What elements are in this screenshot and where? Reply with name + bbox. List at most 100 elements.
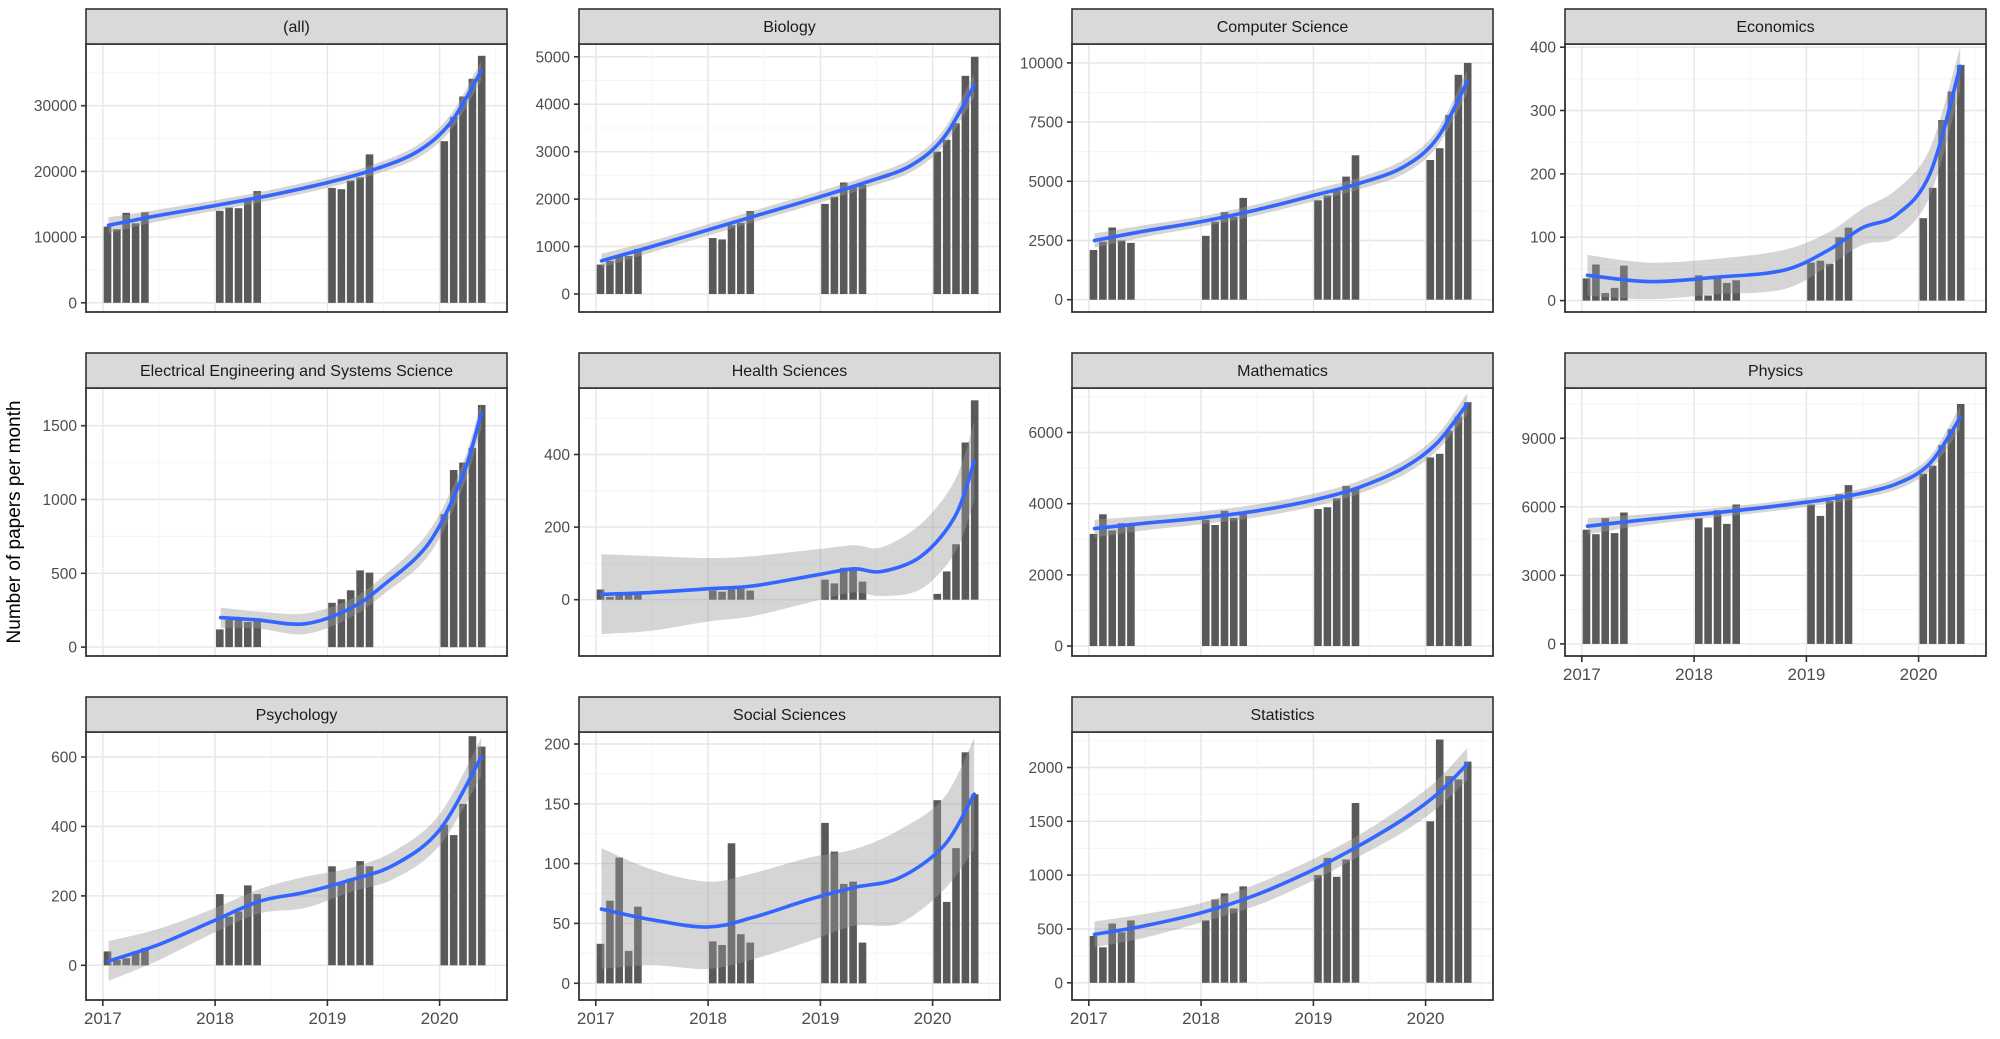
bar bbox=[1342, 859, 1350, 983]
bar bbox=[253, 619, 261, 648]
facet-title: Physics bbox=[1748, 363, 1803, 380]
bar bbox=[468, 447, 477, 648]
bar bbox=[718, 945, 726, 984]
facet-mathematics: Mathematics 0 2000 4000 6000 bbox=[1016, 352, 1503, 682]
bar bbox=[634, 906, 642, 984]
bar bbox=[141, 212, 149, 303]
bar bbox=[1239, 886, 1247, 983]
facet-svg: Physics 0 3000 6000 9000 2017 2018 2019 2020 bbox=[1522, 352, 1987, 684]
y-tick-label: 400 bbox=[51, 819, 77, 836]
bar bbox=[1211, 221, 1219, 300]
panel-background bbox=[86, 44, 507, 312]
bar bbox=[1230, 517, 1238, 646]
facet-statistics: Statistics 0 500 1000 1500 2000 2017 2018 2019 20… bbox=[1016, 696, 1503, 1028]
bar bbox=[122, 958, 130, 966]
y-tick-label: 150 bbox=[544, 796, 570, 813]
bar bbox=[970, 400, 979, 600]
x-tick-label: 2019 bbox=[1787, 665, 1825, 682]
facet-svg: Health Sciences 0 200 400 bbox=[544, 352, 1001, 657]
data-layer bbox=[596, 738, 979, 984]
bar bbox=[858, 184, 867, 294]
bar bbox=[1723, 282, 1731, 301]
bar bbox=[1445, 115, 1453, 300]
y-tick-label: 6000 bbox=[1522, 499, 1557, 516]
bar bbox=[942, 571, 951, 600]
bar bbox=[606, 596, 614, 600]
y-tick-label: 2000 bbox=[536, 192, 571, 209]
bar bbox=[1844, 227, 1853, 301]
bar bbox=[1713, 510, 1722, 644]
facet-strip bbox=[1071, 696, 1494, 733]
bar bbox=[821, 203, 829, 294]
bar bbox=[1601, 293, 1609, 301]
data-layer bbox=[103, 736, 486, 981]
y-tick-label: 500 bbox=[1037, 922, 1063, 939]
bar bbox=[1230, 216, 1238, 300]
bar bbox=[746, 211, 754, 294]
bar bbox=[477, 55, 486, 303]
bar bbox=[1351, 803, 1360, 983]
x-tick-label: 2017 bbox=[1070, 1009, 1108, 1026]
bar bbox=[1445, 430, 1453, 646]
bar bbox=[1211, 525, 1219, 646]
y-tick-label: 400 bbox=[1530, 40, 1556, 57]
bar bbox=[244, 622, 252, 648]
y-tick-label: 30000 bbox=[34, 98, 77, 115]
y-tick-label: 200 bbox=[544, 520, 570, 537]
facet-electrical-engineering-and-systems-science: Electrical Engineering and Systems Scien… bbox=[30, 352, 517, 682]
bar bbox=[1704, 527, 1712, 644]
bar bbox=[849, 881, 857, 984]
bar bbox=[365, 866, 374, 966]
bar bbox=[122, 212, 130, 303]
bar bbox=[1117, 932, 1126, 983]
x-tick-label: 2018 bbox=[1182, 1009, 1220, 1026]
bar bbox=[746, 942, 754, 984]
bar bbox=[1323, 195, 1332, 300]
y-tick-label: 100 bbox=[1530, 230, 1556, 247]
bar bbox=[449, 835, 458, 966]
x-tick-label: 2017 bbox=[84, 1009, 122, 1026]
bar bbox=[1239, 197, 1247, 300]
bar bbox=[942, 901, 951, 984]
bar bbox=[1089, 533, 1098, 646]
bar bbox=[1351, 155, 1360, 300]
bar bbox=[624, 950, 633, 984]
x-tick-label: 2019 bbox=[1294, 1009, 1332, 1026]
bar bbox=[1202, 920, 1210, 983]
y-tick-label: 0 bbox=[561, 592, 570, 609]
y-tick-label: 200 bbox=[544, 737, 570, 754]
y-tick-label: 0 bbox=[68, 958, 77, 975]
bar bbox=[952, 123, 960, 294]
bar bbox=[1426, 821, 1435, 983]
bar bbox=[365, 572, 374, 648]
bar bbox=[1099, 514, 1107, 646]
bar bbox=[709, 590, 717, 600]
bar bbox=[952, 544, 960, 600]
facet-strip bbox=[578, 352, 1001, 389]
facet-strip bbox=[1564, 8, 1987, 45]
bar bbox=[849, 187, 857, 294]
facet-title: Psychology bbox=[256, 707, 338, 724]
bar bbox=[1454, 416, 1463, 647]
bar bbox=[225, 916, 233, 966]
facet-strip bbox=[1071, 352, 1494, 389]
y-tick-label: 600 bbox=[51, 750, 77, 767]
bar bbox=[1117, 240, 1126, 300]
facet-svg: Economics 0 100 200 300 400 bbox=[1530, 8, 1987, 313]
bar bbox=[634, 593, 642, 600]
y-tick-label: 10000 bbox=[34, 230, 77, 247]
bar bbox=[440, 824, 449, 966]
bar bbox=[1463, 761, 1472, 983]
facet-svg: Computer Science 0 2500 5000 7500 10000 bbox=[1020, 8, 1494, 313]
bar bbox=[821, 822, 829, 984]
data-layer bbox=[596, 56, 979, 294]
bar bbox=[1314, 509, 1322, 646]
x-tick-label: 2020 bbox=[914, 1009, 952, 1026]
bar bbox=[440, 514, 449, 648]
y-tick-label: 0 bbox=[1054, 639, 1063, 656]
bar bbox=[1582, 529, 1591, 644]
bar bbox=[225, 207, 233, 303]
bar bbox=[356, 177, 364, 303]
confidence-ribbon bbox=[1094, 70, 1468, 248]
trend-line bbox=[1092, 402, 1469, 531]
